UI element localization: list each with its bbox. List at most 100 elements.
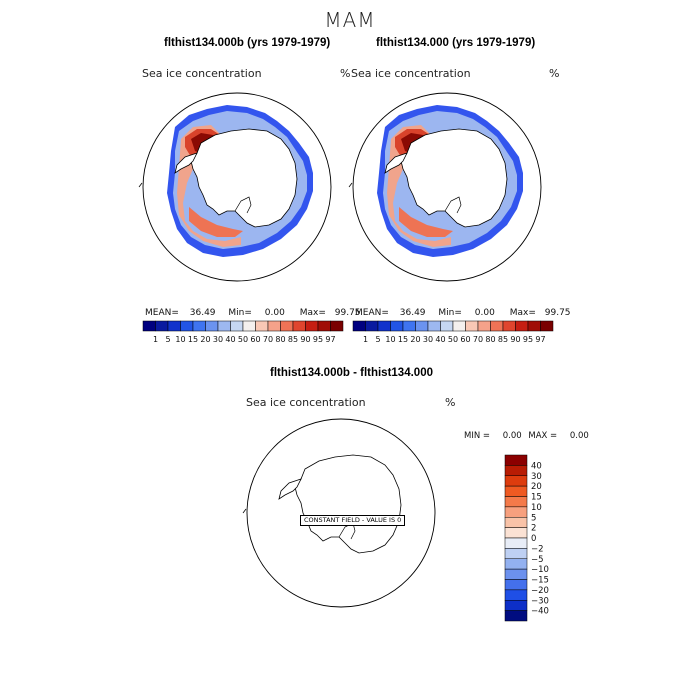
colorbar-swatch <box>415 320 429 332</box>
colorbar-swatch <box>504 579 528 591</box>
colorbar-swatch <box>540 320 554 332</box>
colorbar-swatch <box>365 320 379 332</box>
colorbar-tick-label: 85 <box>288 335 298 344</box>
colorbar-tick-label: 50 <box>448 335 458 344</box>
stats-right: MEAN= 36.49 Min= 0.00 Max= 99.75 <box>355 308 571 318</box>
colorbar-swatch <box>352 320 366 332</box>
colorbar-tick-label: 85 <box>498 335 508 344</box>
colorbar-tick-label: −30 <box>531 596 549 606</box>
colorbar-swatch <box>440 320 454 332</box>
colorbar-tick-label: 10 <box>531 503 542 513</box>
colorbar-swatch <box>330 320 344 332</box>
min-value: 0.00 <box>264 308 285 318</box>
colorbar-swatch <box>242 320 256 332</box>
units-left: % <box>340 67 351 80</box>
colorbar-swatch <box>377 320 391 332</box>
mean-value: 36.49 <box>189 308 216 318</box>
colorbar-swatch <box>465 320 479 332</box>
colorbar-swatch <box>217 320 231 332</box>
sea-ice-ross <box>189 207 243 237</box>
colorbar-tick-label: 15 <box>531 493 542 503</box>
colorbar-tick-label: 5 <box>375 335 380 344</box>
colorbar-swatch <box>504 600 528 611</box>
colorbar-tick-label: 30 <box>213 335 223 344</box>
field-label-left: Sea ice concentration <box>142 67 262 80</box>
diff-units: % <box>445 396 456 409</box>
colorbar-tick-label: 1 <box>153 335 158 344</box>
colorbar-swatch <box>504 548 528 559</box>
colorbar-tick-label: 90 <box>510 335 520 344</box>
colorbar-swatch <box>504 506 528 518</box>
constant-field-annotation: CONSTANT FIELD - VALUE IS 0 <box>300 515 406 526</box>
units-right: % <box>549 67 560 80</box>
colorbar-tick-label: 40 <box>531 461 542 471</box>
map-edge-tick <box>138 182 143 188</box>
max-label: Max= <box>509 308 536 318</box>
antarctic-peninsula <box>384 152 408 174</box>
map-edge-tick <box>242 508 247 514</box>
colorbar-swatch <box>504 589 528 601</box>
colorbar-tick-label: 30 <box>423 335 433 344</box>
max-label: Max= <box>299 308 326 318</box>
colorbar-swatch <box>490 320 504 332</box>
colorbar-right: 1 5 10 15 20 30 40 50 60 70 80 85 90 95 97 <box>352 320 554 344</box>
colorbar-swatch <box>305 320 319 332</box>
colorbar-swatch <box>267 320 281 332</box>
colorbar-tick-label: 0 <box>531 534 536 544</box>
colorbar-swatch <box>205 320 219 332</box>
colorbar-tick-label: 10 <box>385 335 395 344</box>
colorbar-swatch <box>390 320 404 332</box>
colorbar-tick-label: 60 <box>250 335 260 344</box>
colorbar-tick-label: 10 <box>175 335 185 344</box>
colorbar-tick-label: 5 <box>531 513 536 523</box>
colorbar-tick-label: 40 <box>225 335 235 344</box>
ross-ice-shelf <box>444 196 462 214</box>
colorbar-swatch <box>504 568 528 580</box>
colorbar-tick-label: 1 <box>363 335 368 344</box>
colorbar-tick-label: 70 <box>263 335 273 344</box>
colorbar-tick-label: 97 <box>535 335 545 344</box>
colorbar-tick-label: 30 <box>531 472 542 482</box>
panel-title-right: flthist134.000 (yrs 1979-1979) <box>376 37 536 49</box>
map-diff <box>242 418 436 608</box>
colorbar-swatch <box>504 558 528 570</box>
min-label: Min= <box>228 308 252 318</box>
colorbar-tick-label: 40 <box>435 335 445 344</box>
colorbar-swatch <box>452 320 466 332</box>
colorbar-swatch <box>504 527 528 539</box>
colorbar-swatch <box>504 610 528 622</box>
max-value: 99.75 <box>334 308 361 318</box>
colorbar-swatch <box>515 320 529 332</box>
season-title: MAM <box>324 8 376 32</box>
panel-title-left: flthist134.000b (yrs 1979-1979) <box>164 37 331 49</box>
max-value: 0.00 <box>569 431 589 441</box>
colorbar-tick-label: −5 <box>531 555 544 565</box>
colorbar-tick-label: 15 <box>398 335 408 344</box>
colorbar-swatch <box>142 320 156 332</box>
colorbar-swatch <box>504 496 528 508</box>
colorbar-swatch <box>477 320 491 332</box>
colorbar-tick-label: −20 <box>531 586 549 596</box>
mean-label: MEAN= <box>145 308 179 318</box>
colorbar-tick-label: −40 <box>531 607 549 617</box>
colorbar-swatch <box>192 320 206 332</box>
colorbar-tick-label: 90 <box>300 335 310 344</box>
sea-ice-ross <box>399 207 453 237</box>
min-label: MIN = <box>464 431 491 441</box>
colorbar-tick-label: 60 <box>460 335 470 344</box>
colorbar-swatch <box>504 465 528 476</box>
map-right <box>348 92 542 282</box>
colorbar-tick-label: 95 <box>313 335 323 344</box>
colorbar-tick-label: 80 <box>275 335 285 344</box>
colorbar-tick-label: 20 <box>531 482 542 492</box>
colorbar-swatch <box>167 320 181 332</box>
colorbar-swatch <box>504 485 528 497</box>
field-label-right: Sea ice concentration <box>351 67 471 80</box>
colorbar-tick-label: 70 <box>473 335 483 344</box>
colorbar-swatch <box>317 320 331 332</box>
colorbar-swatch <box>427 320 441 332</box>
colorbar-tick-label: 97 <box>325 335 335 344</box>
colorbar-swatch <box>280 320 294 332</box>
colorbar-swatch <box>180 320 194 332</box>
colorbar-swatch <box>230 320 244 332</box>
